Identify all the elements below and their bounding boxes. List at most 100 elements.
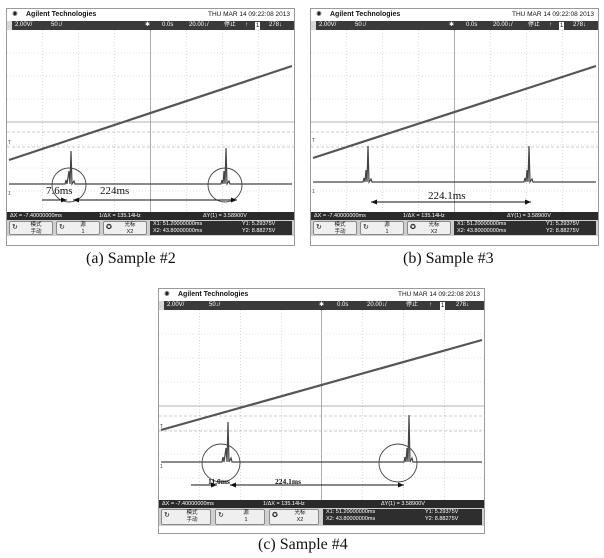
inverse-delta-x-readout: 1/ΔX = 135.14Hz bbox=[403, 213, 445, 219]
cursor-label: 光标 bbox=[124, 222, 136, 228]
x1-readout: X1: 51.20000000ms bbox=[457, 221, 507, 227]
trigger-slope-icon: ↑ bbox=[549, 22, 552, 28]
cursor-softkey[interactable]: ✪ 光标 X2 bbox=[269, 509, 319, 525]
rotate-knob-icon: ↻ bbox=[218, 512, 224, 519]
y1-readout: Y1: 5.29375V bbox=[425, 509, 459, 515]
delay-value: 0.0s bbox=[466, 22, 478, 28]
trigger-slope-icon: ↑ bbox=[429, 302, 432, 308]
source-label: 源 bbox=[80, 222, 86, 228]
rotate-knob-icon: ↻ bbox=[363, 224, 369, 231]
delay-value: 0.0s bbox=[162, 22, 174, 28]
measurement-bar: ΔX = -7.40000000ms 1/ΔX = 135.14Hz ΔY(1)… bbox=[311, 212, 598, 220]
status-bar: 2.00V/ 50↓/ ✱ 0.0s 20.00↓/ 停止 ↑ 1 278↓ bbox=[7, 21, 294, 30]
channel-indicator bbox=[7, 21, 12, 30]
mode-label: 模式 bbox=[334, 222, 346, 228]
caption-b: (b) Sample #3 bbox=[403, 250, 494, 267]
datetime-label: THU MAR 14 09:22:08 2013 bbox=[207, 11, 290, 18]
probe-setting: 50↓/ bbox=[209, 302, 221, 308]
source-softkey[interactable]: ↻ 源 1 bbox=[215, 509, 265, 525]
cursor-value: X2 bbox=[126, 228, 134, 235]
cursor-value: X2 bbox=[296, 516, 304, 523]
waveform-screen: T 1 7.6ms 224ms bbox=[7, 30, 294, 212]
inverse-delta-x-readout: 1/ΔX = 135.14Hz bbox=[263, 501, 305, 507]
trigger-position-icon: ✱ bbox=[449, 22, 455, 28]
cursor-label: 光标 bbox=[428, 222, 440, 228]
softkey-bar: ↻ 模式 手动 ↻ 源 1 ✪ 光标 X2 X1: 51.20000000ms … bbox=[159, 508, 484, 526]
probe-setting: 50↓/ bbox=[355, 22, 367, 28]
datetime-label: THU MAR 14 09:22:08 2013 bbox=[397, 291, 480, 298]
waveform-display: T 1 11.0ms 224.1ms bbox=[159, 310, 484, 500]
mode-label: 模式 bbox=[186, 510, 198, 516]
x2-readout: X2: 43.80000000ms bbox=[326, 515, 376, 522]
timebase-value: 20.00↓/ bbox=[367, 302, 387, 308]
y2-readout: Y2: 8.88275V bbox=[425, 515, 459, 522]
delta-x-readout: ΔX = -7.40000000ms bbox=[314, 213, 366, 219]
trigger-position-icon: ✱ bbox=[319, 302, 325, 308]
caption-c: (c) Sample #4 bbox=[258, 536, 348, 553]
rotate-knob-icon: ↻ bbox=[12, 224, 18, 231]
source-value: 1 bbox=[81, 228, 85, 235]
interval-label-2: 224.1ms bbox=[275, 477, 301, 486]
delta-y-readout: ΔY(1) = 3.58900V bbox=[507, 213, 551, 219]
waveform-display: T 1 224.1ms bbox=[311, 30, 598, 212]
cursor-softkey[interactable]: ✪ 光标 X2 bbox=[103, 221, 147, 235]
svg-text:T: T bbox=[8, 140, 11, 146]
channel-indicator bbox=[159, 301, 164, 310]
run-state: 停止 bbox=[528, 22, 541, 28]
inverse-delta-x-readout: 1/ΔX = 135.14Hz bbox=[99, 213, 141, 219]
trigger-level: 278↓ bbox=[269, 22, 283, 28]
y1-readout: Y1: 5.29375V bbox=[546, 221, 580, 227]
svg-text:T: T bbox=[312, 138, 315, 144]
scope-panel-a: ✺ Agilent Technologies THU MAR 14 09:22:… bbox=[6, 8, 295, 246]
source-softkey[interactable]: ↻ 源 1 bbox=[56, 221, 100, 235]
source-softkey[interactable]: ↻ 源 1 bbox=[360, 221, 404, 235]
cursor-softkey[interactable]: ✪ 光标 X2 bbox=[407, 221, 451, 235]
mode-softkey[interactable]: ↻ 模式 手动 bbox=[9, 221, 53, 235]
cursor-readout-panel: X1: 51.20000000ms X2: 43.80000000ms Y1: … bbox=[150, 221, 292, 235]
x1-readout: X1: 51.20000000ms bbox=[153, 221, 203, 227]
delta-x-readout: ΔX = -7.40000000ms bbox=[10, 213, 62, 219]
agilent-spark-icon: ✺ bbox=[316, 11, 322, 18]
source-label: 源 bbox=[243, 510, 249, 516]
trigger-slope-icon: ↑ bbox=[245, 22, 248, 28]
status-bar: 2.00V/ 50↓/ ✱ 0.0s 20.00↓/ 停止 ↑ 1 278↓ bbox=[311, 21, 598, 30]
cursor-readout-panel: X1: 51.20000000ms X2: 43.80000000ms Y1: … bbox=[323, 509, 482, 525]
channel-badge: 1 bbox=[440, 301, 446, 310]
source-value: 1 bbox=[244, 516, 248, 523]
brand-label: Agilent Technologies bbox=[330, 11, 401, 18]
interval-label-2: 224ms bbox=[100, 185, 129, 197]
delta-x-readout: ΔX = -7.40000000ms bbox=[162, 501, 214, 507]
x2-readout: X2: 43.80000000ms bbox=[153, 227, 203, 234]
cursor-knob-icon: ✪ bbox=[272, 512, 278, 519]
trigger-level: 278↓ bbox=[573, 22, 587, 28]
agilent-spark-icon: ✺ bbox=[164, 291, 170, 298]
run-state: 停止 bbox=[224, 22, 237, 28]
cursor-readout-panel: X1: 51.20000000ms X2: 43.80000000ms Y1: … bbox=[454, 221, 596, 235]
interval-label: 224.1ms bbox=[428, 190, 466, 202]
svg-text:T: T bbox=[160, 424, 163, 430]
volts-per-div: 2.00V/ bbox=[15, 22, 33, 28]
svg-text:1: 1 bbox=[8, 191, 11, 197]
scope-header: ✺ Agilent Technologies THU MAR 14 09:22:… bbox=[311, 9, 598, 21]
cursor-label: 光标 bbox=[294, 510, 306, 516]
delta-y-readout: ΔY(1) = 3.58900V bbox=[381, 501, 425, 507]
waveform-screen: T 1 11.0ms 224.1ms bbox=[159, 310, 484, 500]
run-state: 停止 bbox=[406, 302, 419, 308]
mode-value: 手动 bbox=[334, 228, 346, 235]
waveform-display: T 1 7.6ms 224ms bbox=[7, 30, 294, 212]
scope-panel-c: ✺ Agilent Technologies THU MAR 14 09:22:… bbox=[158, 288, 485, 534]
rotate-knob-icon: ↻ bbox=[59, 224, 65, 231]
mode-value: 手动 bbox=[30, 228, 42, 235]
y2-readout: Y2: 8.88275V bbox=[546, 227, 580, 234]
scope-header: ✺ Agilent Technologies THU MAR 14 09:22:… bbox=[7, 9, 294, 21]
waveform-screen: T 1 224.1ms bbox=[311, 30, 598, 212]
brand-label: Agilent Technologies bbox=[178, 291, 249, 298]
brand-label: Agilent Technologies bbox=[26, 11, 97, 18]
volts-per-div: 2.00V/ bbox=[319, 22, 337, 28]
channel-badge: 1 bbox=[255, 21, 261, 30]
mode-value: 手动 bbox=[186, 516, 198, 523]
mode-softkey[interactable]: ↻ 模式 手动 bbox=[313, 221, 357, 235]
agilent-spark-icon: ✺ bbox=[12, 11, 18, 18]
mode-softkey[interactable]: ↻ 模式 手动 bbox=[161, 509, 211, 525]
rotate-knob-icon: ↻ bbox=[316, 224, 322, 231]
